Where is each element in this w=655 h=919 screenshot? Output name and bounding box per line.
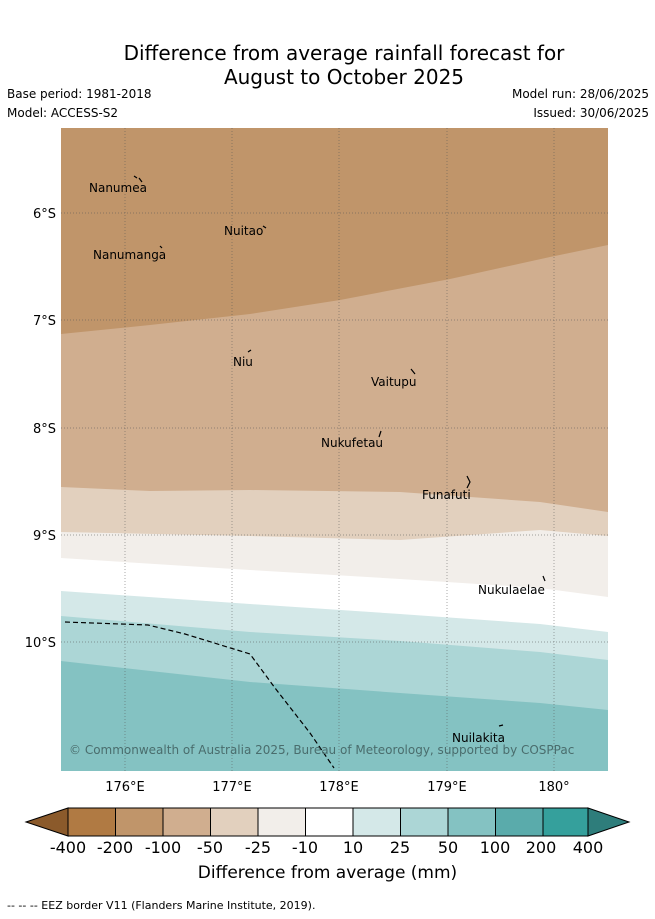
island-label-nuilakita: Nuilakita [452,731,505,745]
island-label-nanumanga: Nanumanga [93,248,166,262]
colorbar-label-minus200: -200 [96,838,134,857]
lon-label-177e: 177°E [212,780,252,795]
colorbar-segment-2 [115,808,163,836]
island-nuitao-shape [262,225,267,229]
colorbar [24,807,631,837]
lon-label-178e: 178°E [319,780,359,795]
model-label: Model: ACCESS-S2 [7,106,119,120]
title-line-2: August to October 2025 [223,65,465,89]
lat-label-7s: 7°S [33,314,56,329]
issued-label: Issued: 30/06/2025 [533,106,649,120]
colorbar-label-minus10: -10 [291,838,319,857]
grid-lines [61,128,608,771]
island-label-niu: Niu [233,355,253,369]
longitude-axis: 176°E 177°E 178°E 179°E 180° [105,780,569,795]
colorbar-segment-11 [543,808,588,836]
colorbar-title: Difference from average (mm) [197,863,458,883]
island-shapes [133,175,546,727]
island-label-nukufetau: Nukufetau [321,436,383,450]
lat-label-9s: 9°S [33,529,56,544]
island-nuilakita-shape [498,724,504,727]
lat-label-10s: 10°S [25,636,56,651]
colorbar-label-minus400: -400 [49,838,87,857]
colorbar-segment-8 [400,808,448,836]
island-label-nukulaelae: Nukulaelae [478,583,545,597]
base-period-label: Base period: 1981-2018 [7,87,152,101]
island-label-nuitao: Nuitao [224,224,263,238]
colorbar-label-100: 100 [479,838,511,857]
island-nukulaelae-shape [542,575,546,582]
island-label-vaitupu: Vaitupu [371,375,417,389]
colorbar-segment-7 [353,808,401,836]
title-line-1: Difference from average rainfall forecas… [123,41,565,65]
eez-border-line [64,621,335,769]
island-niu-shape [247,349,252,353]
colorbar-label-minus50: -50 [196,838,224,857]
rainfall-anomaly-field [61,128,608,771]
colorbar-label-200: 200 [525,838,557,857]
copyright-notice: © Commonwealth of Australia 2025, Bureau… [69,743,574,757]
band-minus-100-to-200 [61,128,608,334]
colorbar-label-400: 400 [572,838,604,857]
lat-label-6s: 6°S [33,207,56,222]
latitude-axis: 6°S 7°S 8°S 9°S 10°S [25,207,56,651]
map-title: Difference from average rainfall forecas… [0,41,655,89]
lon-label-176e: 176°E [105,780,145,795]
island-labels: Nanumea Nuitao Nanumanga Niu Vaitupu Nuk… [89,181,545,745]
island-nanumanga-shape [159,245,163,249]
eez-legend-note: -- -- -- EEZ border V11 (Flanders Marine… [7,899,316,912]
colorbar-segment-6 [305,808,353,836]
model-run-label: Model run: 28/06/2025 [511,87,649,101]
lon-label-179e: 179°E [427,780,467,795]
colorbar-label-25: 25 [389,838,411,857]
colorbar-segment-3 [163,808,211,836]
colorbar-label-minus100: -100 [144,838,182,857]
island-label-funafuti: Funafuti [422,488,471,502]
colorbar-segment-1 [68,808,116,836]
island-nukufetau-shape [378,430,382,438]
lon-label-180: 180° [538,780,569,795]
colorbar-extend-high [587,807,631,837]
colorbar-extend-low [24,807,69,837]
colorbar-label-50: 50 [437,838,459,857]
island-funafuti-shape [466,475,471,489]
colorbar-segment-9 [448,808,496,836]
island-label-nanumea: Nanumea [89,181,147,195]
colorbar-label-10: 10 [342,838,364,857]
colorbar-segment-4 [210,808,258,836]
colorbar-segment-5 [258,808,306,836]
lat-label-8s: 8°S [33,422,56,437]
island-vaitupu-shape [410,368,416,375]
colorbar-label-minus25: -25 [244,838,272,857]
colorbar-segment-10 [495,808,543,836]
island-nanumea-shape [133,175,143,183]
